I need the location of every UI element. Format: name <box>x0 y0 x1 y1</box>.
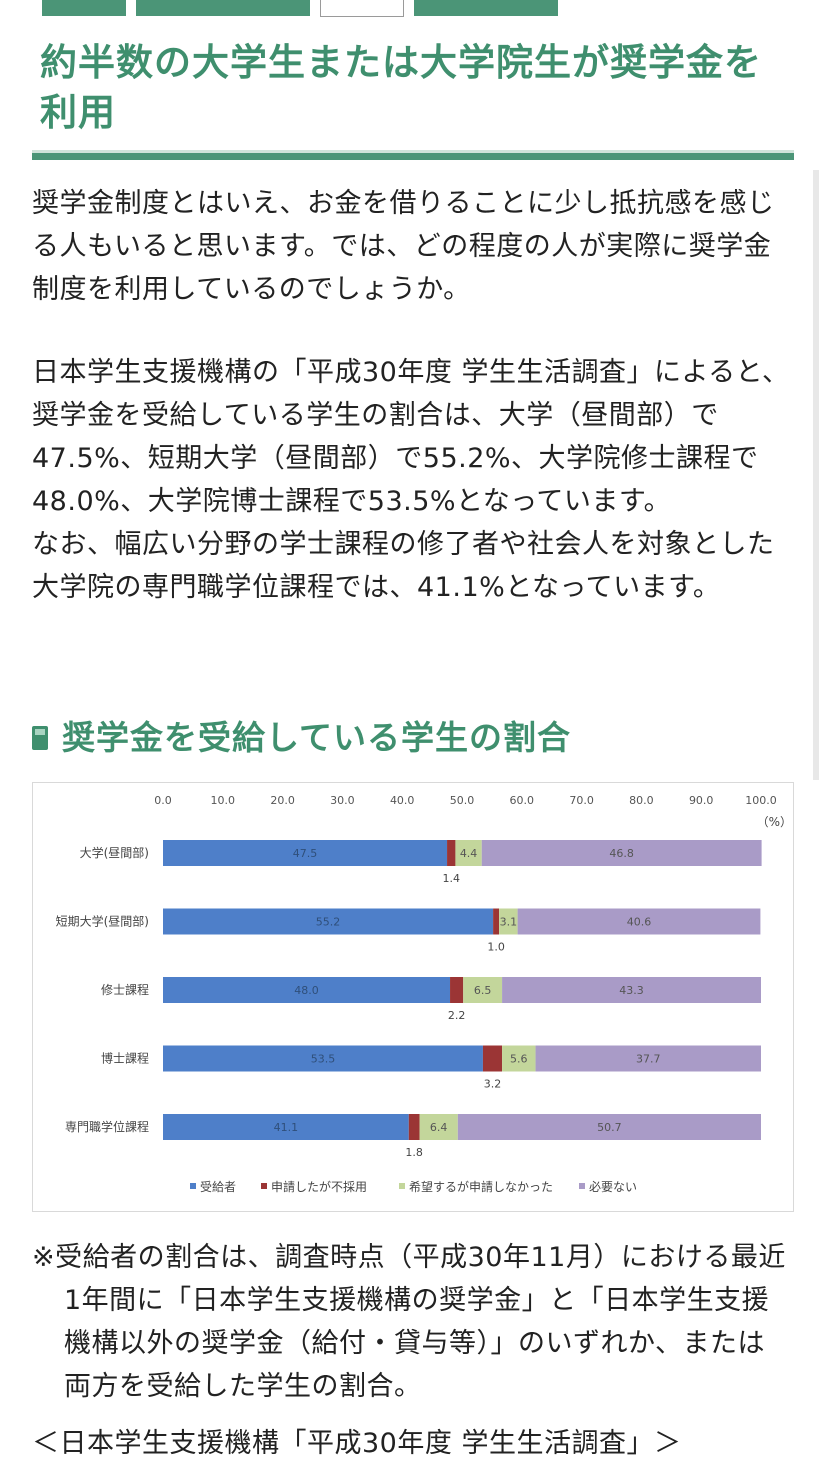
data-label: 40.6 <box>627 916 652 929</box>
data-label: 46.8 <box>609 847 634 860</box>
data-label: 4.4 <box>460 847 478 860</box>
data-label: 37.7 <box>636 1053 661 1066</box>
x-tick-label: 80.0 <box>629 794 654 807</box>
legend-label: 希望するが申請しなかった <box>409 1179 553 1194</box>
bar-segment <box>163 908 494 935</box>
data-label: 1.4 <box>442 872 460 885</box>
data-label: 3.2 <box>484 1078 502 1091</box>
x-tick-label: 0.0 <box>154 794 172 807</box>
page-title: 約半数の大学生または大学院生が奨学金を利用 <box>40 41 762 134</box>
data-label: 1.0 <box>487 941 505 954</box>
bar-segment <box>163 1045 483 1072</box>
x-tick-label: 20.0 <box>270 794 295 807</box>
top-tab[interactable] <box>42 0 126 16</box>
bar-segment <box>481 840 762 866</box>
x-tick-label: 30.0 <box>330 794 355 807</box>
legend-label: 受給者 <box>200 1180 236 1194</box>
category-label: 修士課程 <box>101 982 149 997</box>
top-tab[interactable] <box>414 0 558 16</box>
category-label: 短期大学(昼間部) <box>56 914 149 929</box>
top-tab-bar <box>0 0 819 18</box>
x-tick-label: 40.0 <box>390 794 415 807</box>
section-heading: 奨学金を受給している学生の割合 <box>32 714 792 762</box>
legend-swatch <box>190 1183 196 1189</box>
bar-segment <box>502 977 761 1003</box>
data-label: 6.5 <box>474 984 492 997</box>
bar-segment <box>463 977 503 1003</box>
x-tick-label: 70.0 <box>569 794 594 807</box>
book-icon <box>32 726 48 750</box>
stats-paragraph-line: 日本学生支援機構の「平成30年度 学生生活調査」によると、奨学金を受給している学… <box>32 357 790 517</box>
unit-label: （%） <box>757 815 792 829</box>
bar-segment <box>163 1114 409 1140</box>
bar-segment <box>499 908 518 935</box>
data-label: 55.2 <box>316 916 341 929</box>
x-tick-label: 10.0 <box>211 794 236 807</box>
data-label: 5.6 <box>510 1053 528 1066</box>
source-citation: ＜日本学生支援機構「平成30年度 学生生活調査」＞ <box>32 1428 682 1459</box>
bar-segment <box>482 1045 503 1072</box>
x-tick-label: 60.0 <box>510 794 535 807</box>
data-label: 41.1 <box>274 1121 299 1134</box>
data-label: 3.1 <box>500 916 517 929</box>
bar-segment <box>408 1114 420 1140</box>
data-label: 1.8 <box>405 1146 423 1159</box>
data-label: 53.5 <box>311 1053 336 1066</box>
bar-segment <box>163 977 451 1003</box>
category-label: 大学(昼間部) <box>80 845 149 860</box>
x-tick-label: 90.0 <box>689 794 714 807</box>
data-label: 47.5 <box>293 847 318 860</box>
bar-segment <box>450 977 464 1003</box>
bar-segment <box>447 840 456 866</box>
bar-segment <box>502 1045 536 1072</box>
x-tick-label: 50.0 <box>450 794 475 807</box>
bar-segment <box>163 840 448 866</box>
bar-segment <box>455 840 482 866</box>
data-label: 48.0 <box>294 984 319 997</box>
data-label: 2.2 <box>448 1009 466 1022</box>
category-label: 博士課程 <box>101 1051 149 1066</box>
data-label: 50.7 <box>597 1121 622 1134</box>
data-label: 43.3 <box>619 984 644 997</box>
bar-segment <box>419 1114 458 1140</box>
category-label: 専門職学位課程 <box>65 1119 149 1134</box>
stacked-bar-chart: 0.0 10.0 20.0 30.0 40.0 50.0 60.0 70.0 80.0 90.0 1… <box>56 794 792 1194</box>
title-underline-light <box>32 150 794 153</box>
legend-label: 申請したが不採用 <box>271 1179 367 1194</box>
scrollbar[interactable] <box>813 170 819 780</box>
intro-paragraph: 奨学金制度とはいえ、お金を借りることに少し抵抗感を感じる人もいると思います。では… <box>32 188 775 305</box>
top-tab-active[interactable] <box>320 0 404 17</box>
stats-paragraph: 日本学生支援機構の「平成30年度 学生生活調査」によると、奨学金を受給している学… <box>32 351 792 609</box>
legend-swatch <box>579 1183 585 1189</box>
bar-segment <box>493 908 500 935</box>
data-label: 6.4 <box>430 1121 448 1134</box>
bar-segment <box>517 908 761 935</box>
x-tick-label: 100.0 <box>745 794 777 807</box>
chart-note: ※受給者の割合は、調査時点（平成30年11月）における最近1年間に「日本学生支援… <box>32 1242 786 1402</box>
bar-segment <box>457 1114 761 1140</box>
bar-segment <box>535 1045 761 1072</box>
legend-swatch <box>399 1183 405 1189</box>
stats-paragraph-line: なお、幅広い分野の学士課程の修了者や社会人を対象とした大学院の専門職学位課程では… <box>32 529 775 603</box>
legend-swatch <box>261 1183 267 1189</box>
legend-label: 必要ない <box>589 1180 637 1194</box>
top-tab[interactable] <box>136 0 310 16</box>
chart-container: 0.0 10.0 20.0 30.0 40.0 50.0 60.0 70.0 80.0 90.0 1… <box>32 782 794 1212</box>
title-underline <box>32 153 794 160</box>
section-title: 奨学金を受給している学生の割合 <box>62 718 572 757</box>
